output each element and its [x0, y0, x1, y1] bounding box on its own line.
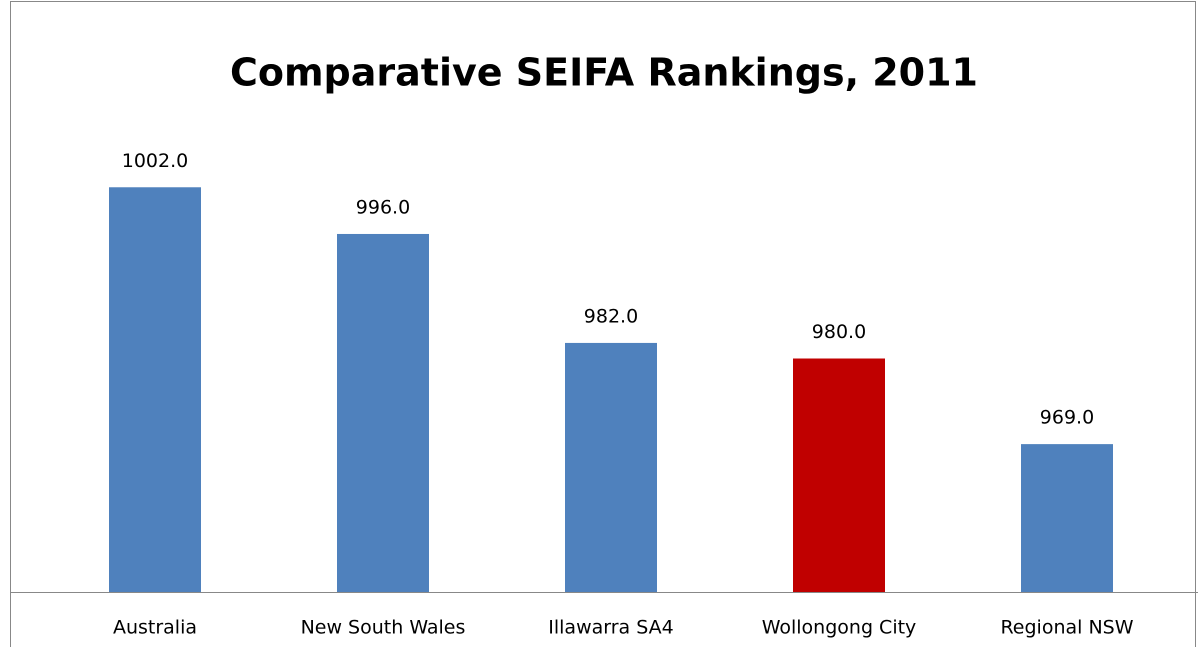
chart-title: Comparative SEIFA Rankings, 2011 — [230, 51, 978, 95]
bar — [1021, 444, 1113, 592]
bar — [109, 187, 201, 592]
x-tick-label: Regional NSW — [1000, 617, 1133, 639]
bar — [565, 342, 657, 592]
bar — [337, 233, 429, 592]
data-label: 996.0 — [356, 196, 410, 218]
chart-border — [10, 1, 1196, 647]
data-label: 982.0 — [584, 305, 638, 327]
bar — [793, 358, 885, 592]
x-tick-label: Wollongong City — [762, 617, 917, 639]
data-label: 1002.0 — [122, 150, 188, 172]
data-label: 980.0 — [812, 321, 866, 343]
x-tick-label: New South Wales — [301, 617, 466, 639]
x-tick-label: Illawarra SA4 — [548, 617, 673, 639]
x-tick-label: Australia — [113, 617, 197, 639]
data-label: 969.0 — [1040, 407, 1094, 429]
